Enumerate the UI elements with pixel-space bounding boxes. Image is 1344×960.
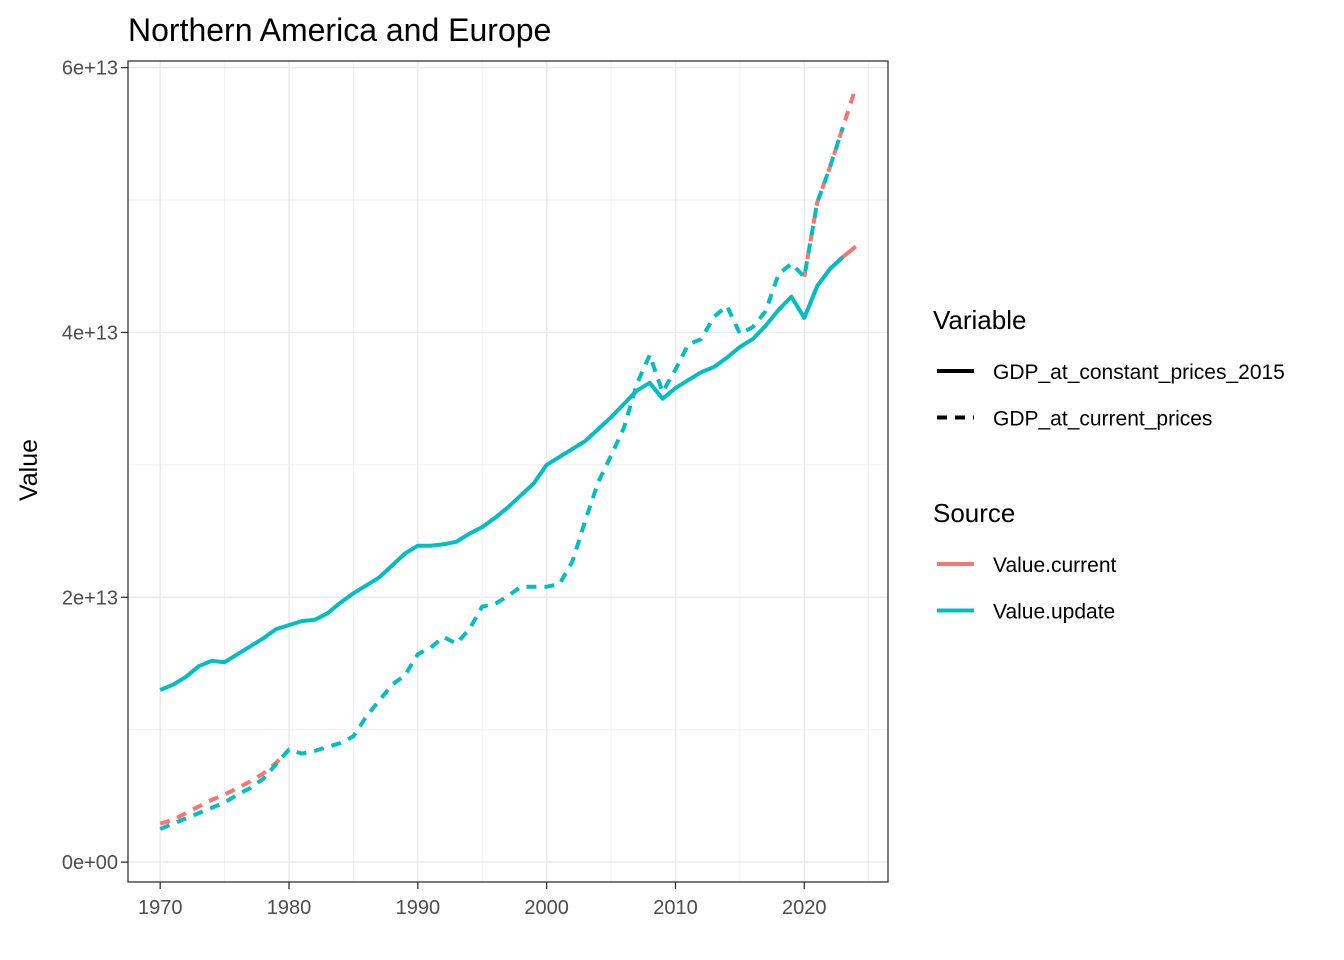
legend-label-source: Value.update xyxy=(993,601,1115,624)
legend: Variable GDP_at_constant_prices_2015 GDP_a… xyxy=(933,305,1285,624)
legend-label-variable: GDP_at_current_prices xyxy=(993,408,1212,431)
y-tick-label: 4e+13 xyxy=(62,322,118,344)
series-line-value-update-solid xyxy=(159,255,845,692)
y-axis-title: Value xyxy=(15,439,43,501)
x-tick-label: 2020 xyxy=(782,897,827,919)
series-lines xyxy=(159,86,858,831)
legend-label-source: Value.current xyxy=(993,554,1117,577)
x-tick-label: 1970 xyxy=(138,897,183,919)
x-tick-label: 2010 xyxy=(653,897,698,919)
minor-gridlines xyxy=(128,61,888,882)
y-tick-label: 0e+00 xyxy=(62,852,118,874)
major-gridlines xyxy=(128,61,888,882)
y-tick-label: 6e+13 xyxy=(62,58,118,80)
panel-border xyxy=(127,60,889,883)
panel-background xyxy=(128,61,888,882)
series-line-value-update-dashed xyxy=(159,126,845,831)
legend-title-variable: Variable xyxy=(933,305,1026,335)
chart-title: Northern America and Europe xyxy=(128,12,551,48)
y-tick-label: 2e+13 xyxy=(62,587,118,609)
x-tick-label: 1990 xyxy=(396,897,441,919)
legend-label-variable: GDP_at_constant_prices_2015 xyxy=(993,361,1285,384)
plot-panel xyxy=(127,60,889,883)
series-line-value-current-dashed xyxy=(802,86,858,278)
axes: 1970 1980 1990 2000 2010 2020 0e+00 2e+13 4e+13 6… xyxy=(62,58,827,919)
legend-title-source: Source xyxy=(933,498,1015,528)
series-line-value-current-dashed xyxy=(159,748,291,826)
x-tick-label: 1980 xyxy=(267,897,312,919)
x-tick-label: 2000 xyxy=(524,897,569,919)
